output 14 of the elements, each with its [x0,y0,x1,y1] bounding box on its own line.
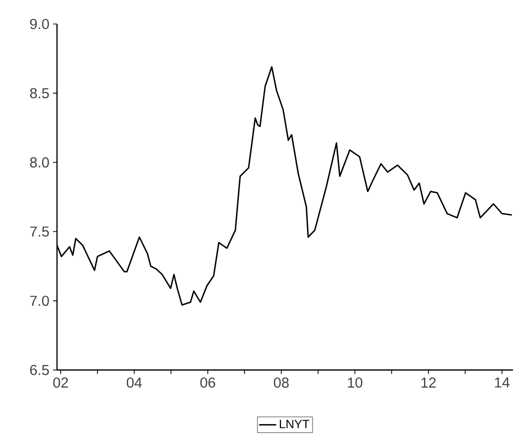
x-tick-label: 14 [495,378,510,388]
x-tick-label: 10 [348,378,362,388]
y-tick-label: 8.5 [30,88,49,98]
y-tick-label: 8.0 [30,157,49,168]
y-tick-label: 9.0 [30,18,49,30]
y-tick-label: 7.5 [30,226,49,237]
x-tick-label: 02 [53,378,68,388]
y-tick-label: 6.5 [30,364,49,376]
legend-label: LNYT [280,420,310,428]
x-tick-label: 08 [274,378,289,388]
x-tick-label: 06 [200,378,216,388]
y-tick-label: 7.0 [30,296,49,306]
x-tick-label: 04 [126,378,142,388]
x-tick-label: 12 [422,378,436,388]
